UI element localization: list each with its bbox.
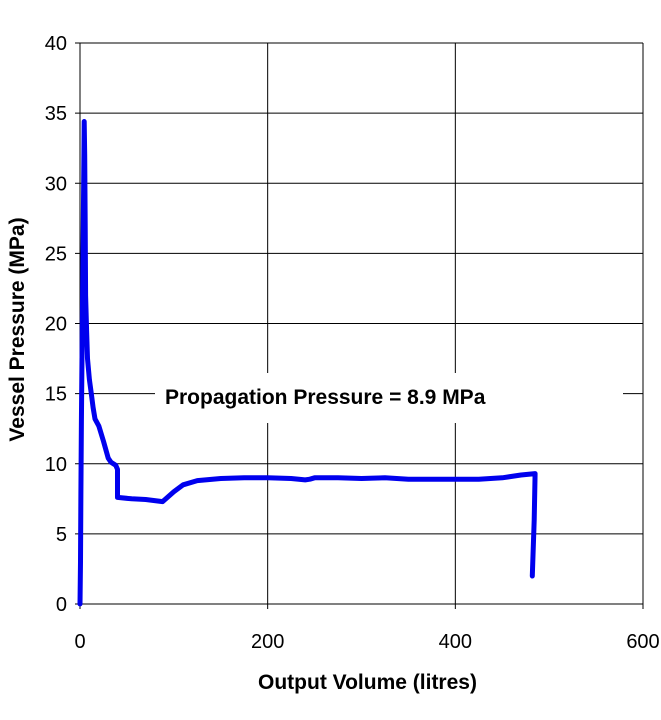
y-tick-label: 5 xyxy=(56,524,67,546)
propagation-pressure-annotation: Propagation Pressure = 8.9 MPa xyxy=(165,386,486,409)
y-tick-label: 20 xyxy=(45,314,67,336)
y-tick-label: 35 xyxy=(45,103,67,125)
y-tick-label: 15 xyxy=(45,384,67,406)
y-tick-label: 10 xyxy=(45,454,67,476)
y-axis-title: Vessel Pressure (MPa) xyxy=(6,217,29,441)
x-tick-label: 200 xyxy=(251,631,284,653)
x-tick-label: 400 xyxy=(439,631,472,653)
y-tick-label: 40 xyxy=(45,33,67,55)
pressure-series-line xyxy=(77,119,538,607)
annotation-background xyxy=(155,373,623,423)
x-tick-label: 0 xyxy=(74,631,85,653)
y-tick-label: 0 xyxy=(56,594,67,616)
series-group xyxy=(77,119,538,607)
y-tick-labels: 0 5 10 15 20 25 30 35 40 xyxy=(45,33,67,616)
y-tick-label: 30 xyxy=(45,173,67,195)
x-tick-label: 600 xyxy=(626,631,659,653)
x-tick-labels: 0 200 400 600 xyxy=(74,631,659,653)
y-tick-label: 25 xyxy=(45,243,67,265)
x-axis-title: Output Volume (litres) xyxy=(258,671,477,694)
